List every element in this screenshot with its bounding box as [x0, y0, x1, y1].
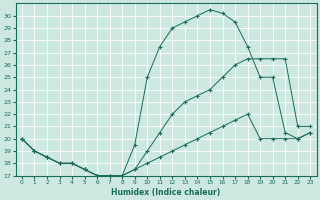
X-axis label: Humidex (Indice chaleur): Humidex (Indice chaleur)	[111, 188, 221, 197]
